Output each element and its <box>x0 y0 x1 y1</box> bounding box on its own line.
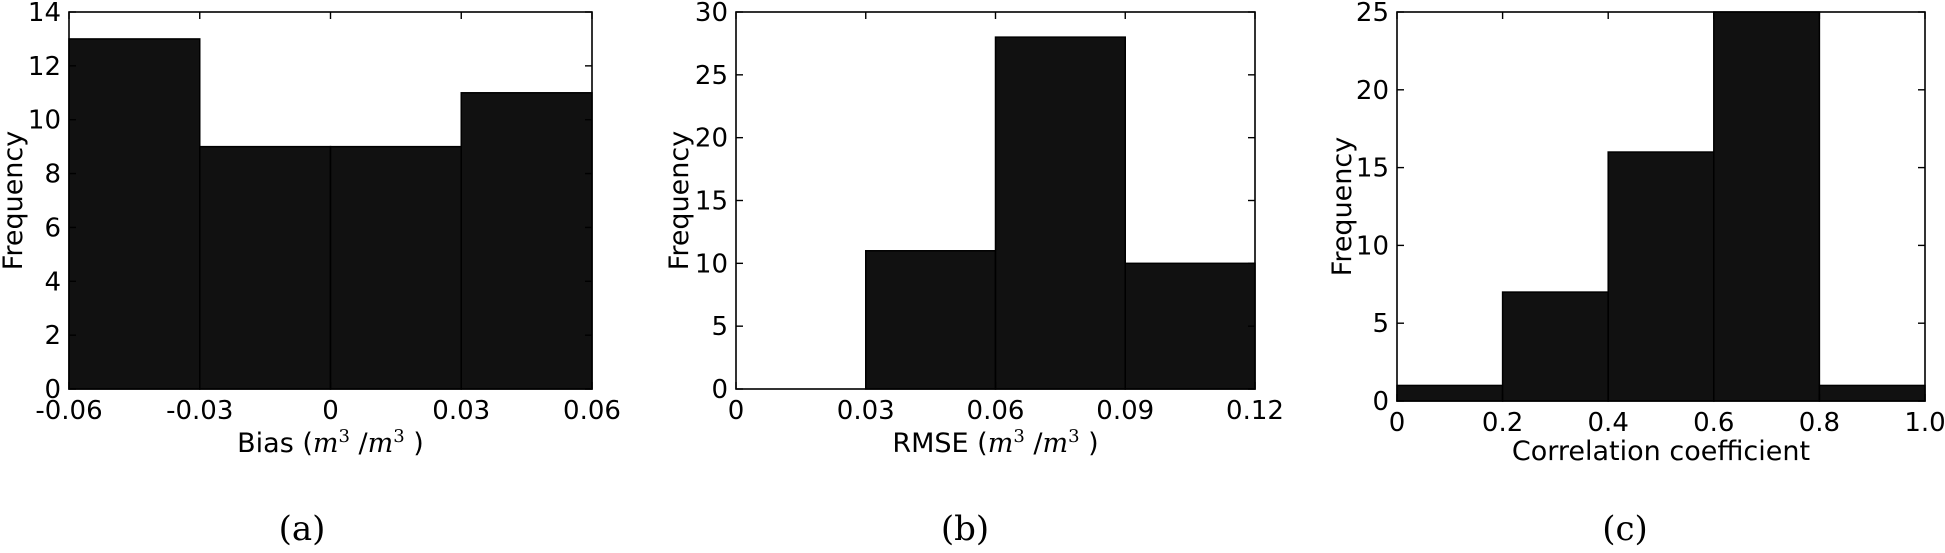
y-tick-label: 0 <box>711 375 728 405</box>
y-tick-label: 10 <box>1356 231 1389 261</box>
y-axis-label: Frequency <box>664 131 695 271</box>
x-tick-label: 0.09 <box>1096 396 1154 426</box>
x-tick-label: 0.8 <box>1799 408 1840 438</box>
y-tick-label: 15 <box>1356 154 1389 184</box>
histogram-bar <box>1818 384 1926 402</box>
x-tick-label: 0 <box>728 396 745 426</box>
subplot-c: 0 0.2 0.4 0.6 0.8 1.0 0 5 10 15 20 25 Correlation co… <box>1327 0 1945 549</box>
y-tick-label: 0 <box>44 375 61 405</box>
histogram-bar <box>460 92 593 390</box>
x-tick-label: 0.06 <box>563 396 621 426</box>
y-tick-label: 25 <box>1356 0 1389 28</box>
histogram-bar <box>1396 384 1504 402</box>
x-axis-label: Correlation coefficient <box>1512 436 1810 467</box>
y-tick-label: 2 <box>44 321 61 351</box>
x-axis-label: RMSE (m3 /m3 ) <box>892 426 1098 460</box>
x-tick-label: 0.2 <box>1482 408 1523 438</box>
subplot-a: -0.06 -0.03 0 0.03 0.06 0 2 4 6 8 10 12 14 Bias (m3 /… <box>0 0 621 549</box>
y-tick-label: 10 <box>28 106 61 136</box>
x-tick-label: 0.4 <box>1588 408 1629 438</box>
y-axis-label: Frequency <box>1327 137 1358 277</box>
y-tick-label: 8 <box>44 160 61 190</box>
x-tick-label: 0.6 <box>1693 408 1734 438</box>
x-tick-label: -0.06 <box>35 396 102 426</box>
y-tick-label: 4 <box>44 267 61 297</box>
y-tick-label: 5 <box>1372 309 1389 339</box>
y-axis-label: Frequency <box>0 131 29 271</box>
x-tick-label: -0.03 <box>166 396 233 426</box>
histogram-bar <box>1713 11 1821 402</box>
subplot-caption: (c) <box>1602 509 1648 549</box>
y-tick-label: 12 <box>28 52 61 82</box>
axes-frame <box>1396 11 1926 402</box>
histogram-bar <box>1607 151 1715 402</box>
x-tick-label: 0 <box>1389 408 1406 438</box>
x-tick-label: 0.03 <box>432 396 490 426</box>
histogram-bar <box>329 145 462 390</box>
x-tick-label: 0.03 <box>837 396 895 426</box>
x-tick-label: 1.0 <box>1904 408 1945 438</box>
x-tick-label: 0.06 <box>967 396 1025 426</box>
y-tick-label: 25 <box>695 61 728 91</box>
y-tick-label: 0 <box>1372 387 1389 417</box>
subplot-caption: (a) <box>279 509 326 549</box>
x-axis-label: Bias (m3 /m3 ) <box>237 426 424 460</box>
histogram-bar <box>1501 291 1609 402</box>
histogram-bar <box>994 36 1126 390</box>
histogram-bar <box>865 250 997 390</box>
y-tick-label: 10 <box>695 249 728 279</box>
x-tick-label: 0 <box>322 396 339 426</box>
histogram-bar <box>68 38 201 390</box>
y-tick-label: 5 <box>711 312 728 342</box>
y-tick-label: 14 <box>28 0 61 28</box>
y-tick-label: 20 <box>1356 76 1389 106</box>
histogram-bar <box>199 145 332 390</box>
histogram-bar <box>1124 262 1256 390</box>
subplot-b: 0 0.03 0.06 0.09 0.12 0 5 10 15 20 25 30 RMSE (m3 /m… <box>664 0 1284 549</box>
y-tick-label: 6 <box>44 213 61 243</box>
y-tick-label: 15 <box>695 187 728 217</box>
subplot-caption: (b) <box>941 509 989 549</box>
y-tick-label: 30 <box>695 0 728 28</box>
y-tick-label: 20 <box>695 124 728 154</box>
x-tick-label: 0.12 <box>1226 396 1284 426</box>
